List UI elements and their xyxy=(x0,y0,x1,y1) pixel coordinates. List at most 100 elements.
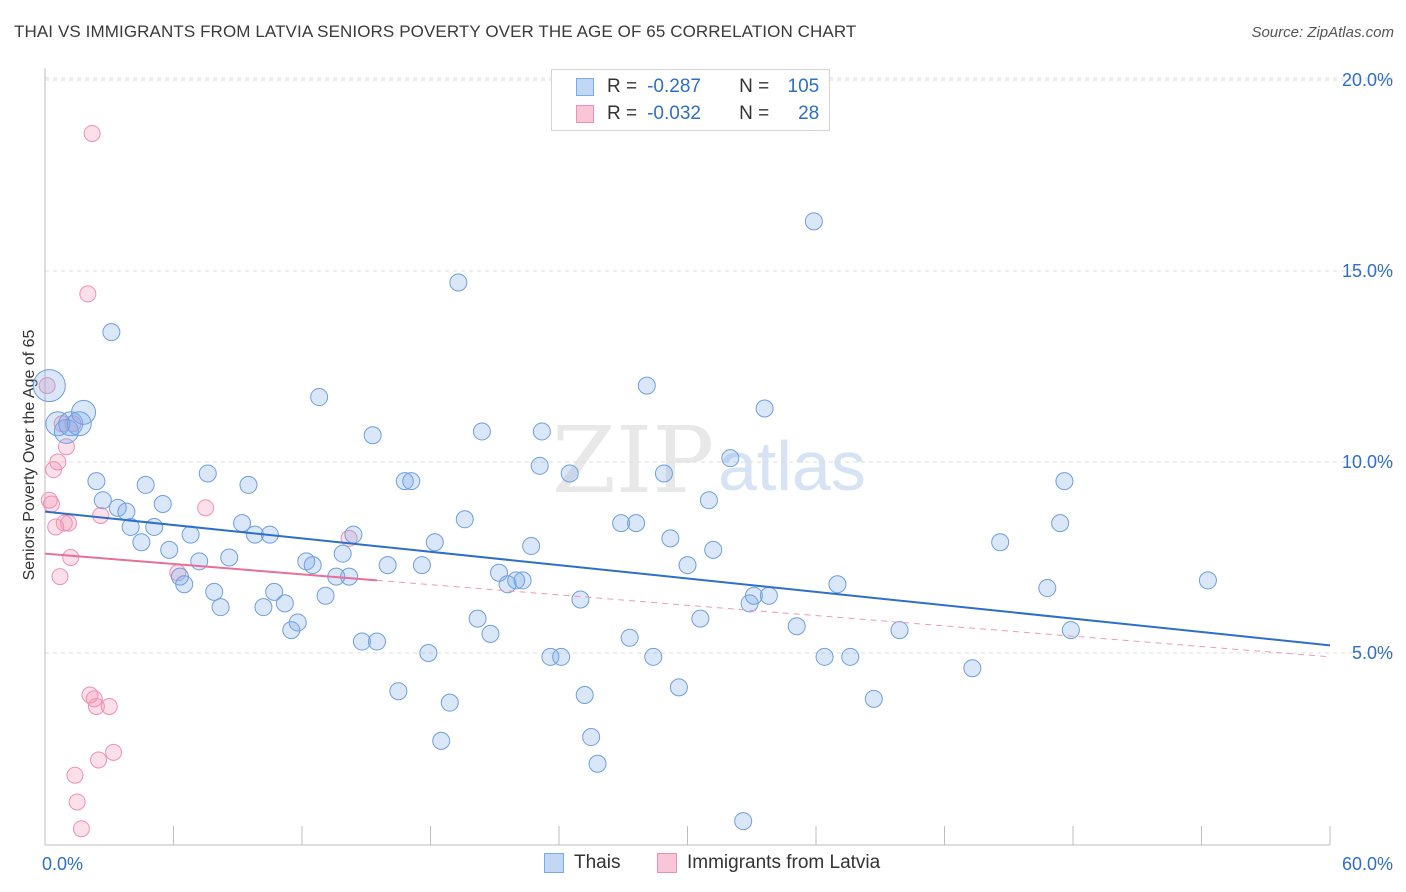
thais-point xyxy=(117,502,136,521)
thais-point xyxy=(963,659,982,678)
thais-point xyxy=(412,556,431,575)
thais-point xyxy=(678,556,697,575)
thais-point xyxy=(991,533,1010,552)
thais-point xyxy=(449,273,468,292)
correlation-legend: R = -0.287 N = 105 R = -0.032 N = 28 xyxy=(551,69,830,131)
thais-point xyxy=(198,464,217,483)
thais-point xyxy=(389,682,408,701)
thais-point xyxy=(552,647,571,666)
thais-point xyxy=(303,556,322,575)
thais-point xyxy=(828,575,847,594)
thais-point xyxy=(815,647,834,666)
series-label-latvia: Immigrants from Latvia xyxy=(687,852,881,873)
thais-point xyxy=(575,686,594,705)
thais-point xyxy=(145,517,164,536)
thais-point xyxy=(1055,472,1074,491)
latvia-point xyxy=(90,751,108,769)
latvia-point xyxy=(68,793,86,811)
thais-point xyxy=(644,647,663,666)
chart-source: Source: ZipAtlas.com xyxy=(1251,24,1394,41)
thais-point xyxy=(58,411,84,437)
chart-title: THAI VS IMMIGRANTS FROM LATVIA SENIORS P… xyxy=(14,22,857,41)
thais-point xyxy=(344,525,363,544)
thais-point xyxy=(282,621,301,640)
series-label-thais: Thais xyxy=(574,852,621,873)
thais-trend-line xyxy=(44,510,1331,647)
legend-n-value: 105 xyxy=(787,76,820,97)
y-tick-label: 10.0% xyxy=(1342,452,1393,472)
latvia-point xyxy=(87,697,105,715)
thais-point xyxy=(661,529,680,548)
latvia-point xyxy=(62,549,80,566)
thais-point xyxy=(627,514,646,533)
thais-point xyxy=(1051,514,1070,533)
thais-point xyxy=(582,728,601,747)
thais-point xyxy=(755,399,774,418)
thais-point xyxy=(804,212,823,231)
latvia-point xyxy=(38,377,56,395)
thais-point xyxy=(153,495,172,514)
thais-point xyxy=(275,594,294,613)
latvia-point xyxy=(92,506,110,524)
legend-row-thais: R = -0.287 N = 105 xyxy=(576,75,819,99)
thais-point xyxy=(654,464,673,483)
thais-point xyxy=(45,411,71,437)
y-tick-label: 15.0% xyxy=(1342,261,1393,281)
latvia-point xyxy=(66,766,84,784)
thais-point xyxy=(744,586,763,605)
thais-point xyxy=(455,510,474,529)
thais-point xyxy=(612,514,631,533)
thais-point xyxy=(53,418,79,444)
thais-point xyxy=(220,548,239,567)
thais-point xyxy=(721,449,740,468)
thais-point xyxy=(1061,621,1080,640)
thais-point xyxy=(841,647,860,666)
thais-point xyxy=(102,323,121,342)
thais-point xyxy=(787,617,806,636)
latvia-point xyxy=(55,514,73,532)
thais-point xyxy=(254,598,273,617)
latvia-point xyxy=(83,124,101,142)
thais-point xyxy=(205,582,224,601)
thais-point xyxy=(71,399,97,425)
thais-point xyxy=(530,456,549,475)
watermark-zip: ZIP xyxy=(552,407,714,514)
thais-point xyxy=(571,590,590,609)
thais-point xyxy=(620,628,639,647)
thais-point xyxy=(181,525,200,544)
thais-point xyxy=(890,621,909,640)
latvia-point xyxy=(100,697,118,715)
legend-r-value: -0.032 xyxy=(647,103,701,124)
thais-point xyxy=(507,571,526,590)
series-legend-thais: Thais xyxy=(544,852,620,874)
legend-n-label: N = xyxy=(739,76,770,97)
thais-point xyxy=(310,388,329,407)
legend-r-label: R = xyxy=(607,76,638,97)
thais-point xyxy=(395,472,414,491)
latvia-trend-line xyxy=(44,552,378,582)
thais-point xyxy=(468,609,487,628)
thais-point xyxy=(211,598,230,617)
thais-point xyxy=(265,582,284,601)
latvia-point xyxy=(105,743,123,761)
watermark-atlas: atlas xyxy=(718,427,866,505)
legend-row-latvia: R = -0.032 N = 28 xyxy=(576,102,819,126)
thais-point xyxy=(316,586,335,605)
thais-point xyxy=(340,567,359,586)
thais-point xyxy=(541,647,560,666)
thais-point xyxy=(160,540,179,559)
thais-point xyxy=(121,517,140,536)
latvia-point xyxy=(60,514,78,532)
series-legend: Thais Immigrants from Latvia xyxy=(0,852,1406,878)
thais-point xyxy=(513,571,532,590)
latvia-point xyxy=(49,453,67,471)
x-tick-label: 60.0% xyxy=(1342,854,1393,874)
thais-point xyxy=(532,422,551,441)
series-legend-latvia: Immigrants from Latvia xyxy=(657,852,880,874)
thais-point xyxy=(378,556,397,575)
thais-point xyxy=(132,533,151,552)
thais-point xyxy=(419,644,438,662)
thais-point xyxy=(560,464,579,483)
legend-n-label: N = xyxy=(739,103,770,124)
